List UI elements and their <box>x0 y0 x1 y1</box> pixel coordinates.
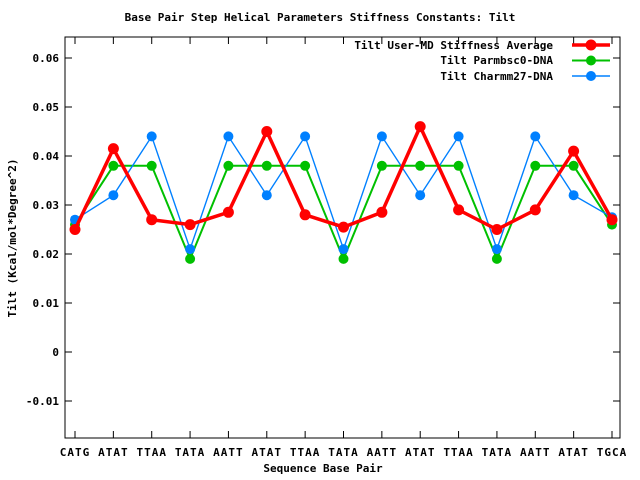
x-tick-label: TTAA <box>290 446 321 459</box>
legend: Tilt User-MD Stiffness Average Tilt Parm… <box>354 39 610 83</box>
data-point-marker <box>222 206 234 218</box>
plot-area-border <box>64 36 621 439</box>
data-point-marker <box>108 190 119 201</box>
x-tick-label: TTAA <box>443 446 474 459</box>
data-point-marker <box>261 160 272 171</box>
x-tick-label: AATT <box>367 446 398 459</box>
data-point-marker <box>338 221 349 233</box>
data-point-marker <box>107 143 119 155</box>
y-tick-label: 0.02 <box>33 248 60 261</box>
data-point-marker <box>491 224 503 235</box>
legend-label-charmm27: Tilt Charmm27-DNA <box>440 70 553 83</box>
legend-label-user-md: Tilt User-MD Stiffness Average <box>354 39 553 52</box>
data-point-marker <box>376 131 387 142</box>
data-point-marker <box>146 131 157 142</box>
x-tick-label: AATT <box>213 446 244 459</box>
data-point-marker <box>146 160 157 171</box>
series-line <box>73 122 614 232</box>
x-tick-label: ATAT <box>405 446 436 459</box>
x-tick-label: TATA <box>482 446 513 459</box>
legend-entry-parmbsc0: Tilt Parmbsc0-DNA <box>440 54 610 67</box>
legend-marker-user-md <box>585 39 597 51</box>
x-tick-label: TATA <box>328 446 359 459</box>
data-series <box>69 121 618 264</box>
data-point-marker <box>415 190 426 201</box>
data-point-marker <box>146 214 158 226</box>
legend-marker-charmm27 <box>586 71 596 81</box>
series-0 <box>69 121 618 235</box>
x-tick-label: ATAT <box>252 446 283 459</box>
axis-ticks <box>65 37 620 438</box>
data-point-marker <box>69 224 81 235</box>
data-point-marker <box>529 204 541 216</box>
x-tick-label: TATA <box>175 446 206 459</box>
y-axis-label: Tilt (Kcal/mol*Degree^2) <box>6 159 19 318</box>
data-point-marker <box>108 160 119 171</box>
y-tick-label: 0.05 <box>33 101 60 114</box>
series-2 <box>70 131 617 255</box>
data-point-marker <box>223 160 234 171</box>
data-point-marker <box>300 160 311 171</box>
y-tick-label: 0.03 <box>33 199 60 212</box>
legend-entry-charmm27: Tilt Charmm27-DNA <box>440 70 610 83</box>
data-point-marker <box>338 244 349 255</box>
legend-entry-user-md: Tilt User-MD Stiffness Average <box>354 39 610 52</box>
data-point-marker <box>530 160 541 171</box>
x-tick-label: AATT <box>520 446 551 459</box>
data-point-marker <box>414 121 426 133</box>
data-point-marker <box>453 204 465 216</box>
x-tick-label: CATG <box>60 446 91 459</box>
x-tick-label: ATAT <box>558 446 589 459</box>
x-axis-label: Sequence Base Pair <box>263 462 383 475</box>
legend-marker-parmbsc0 <box>586 55 596 66</box>
y-tick-label: 0.01 <box>33 297 60 310</box>
legend-label-parmbsc0: Tilt Parmbsc0-DNA <box>440 54 553 67</box>
data-point-marker <box>261 126 273 137</box>
data-point-marker <box>300 131 311 142</box>
axis-tick-labels: CATG ATAT TTAA TATA AATT ATAT TTAA TATA AATT ATAT… <box>26 52 628 459</box>
data-point-marker <box>299 209 311 221</box>
data-point-marker <box>568 145 580 157</box>
data-point-marker <box>261 190 272 201</box>
data-point-marker <box>338 253 349 264</box>
data-point-marker <box>415 160 426 171</box>
data-point-marker <box>223 131 234 142</box>
data-point-marker <box>185 253 196 264</box>
data-point-marker <box>453 160 464 171</box>
y-tick-label: -0.01 <box>26 395 59 408</box>
data-point-marker <box>606 214 618 226</box>
y-tick-label: 0.06 <box>33 52 60 65</box>
data-point-marker <box>184 219 196 231</box>
data-point-marker <box>453 131 464 142</box>
data-point-marker <box>491 253 502 264</box>
series-1 <box>70 160 617 264</box>
x-tick-label: ATAT <box>98 446 129 459</box>
chart-title: Base Pair Step Helical Parameters Stiffn… <box>125 11 516 24</box>
data-point-marker <box>376 160 387 171</box>
data-point-marker <box>568 160 579 171</box>
y-tick-label: 0.04 <box>33 150 60 163</box>
data-point-marker <box>530 131 541 142</box>
data-point-marker <box>185 244 196 255</box>
data-point-marker <box>491 244 502 255</box>
x-tick-label: TGCA <box>597 446 628 459</box>
data-point-marker <box>376 206 388 218</box>
x-tick-label: TTAA <box>136 446 167 459</box>
y-tick-label: 0 <box>52 346 59 359</box>
data-point-marker <box>568 190 579 201</box>
